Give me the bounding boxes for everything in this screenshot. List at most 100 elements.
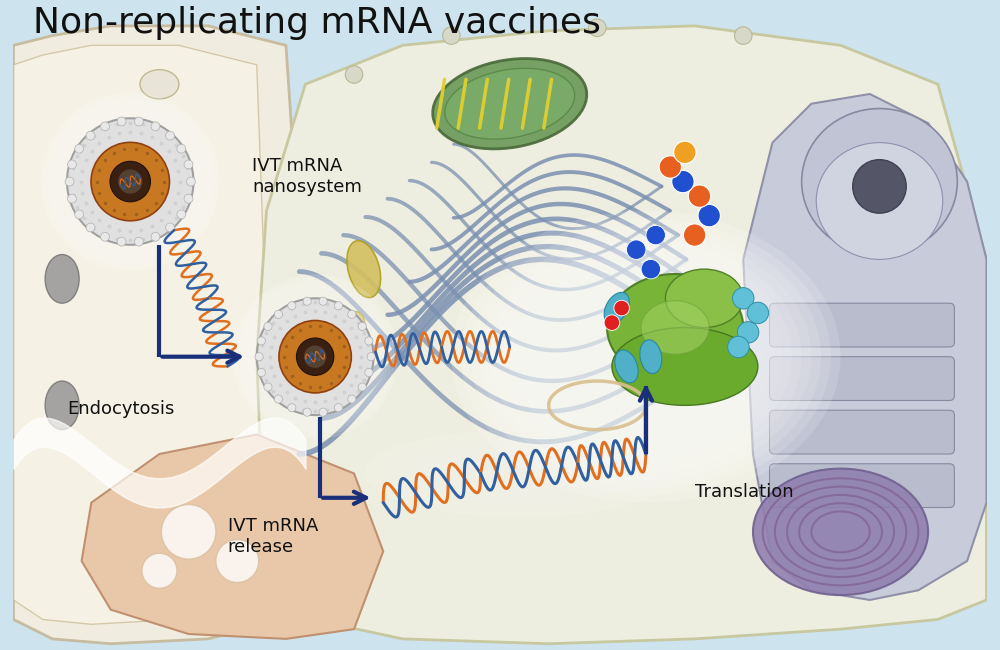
Text: IVT mRNA
nanosystem: IVT mRNA nanosystem xyxy=(252,157,362,196)
Polygon shape xyxy=(13,26,305,644)
Text: IVT mRNA
release: IVT mRNA release xyxy=(228,517,318,556)
Circle shape xyxy=(51,103,209,261)
Circle shape xyxy=(264,383,272,391)
Circle shape xyxy=(288,302,296,310)
Circle shape xyxy=(110,161,150,202)
Circle shape xyxy=(659,156,681,178)
Circle shape xyxy=(86,131,95,140)
Circle shape xyxy=(187,177,195,186)
Circle shape xyxy=(348,310,356,318)
Circle shape xyxy=(274,310,283,318)
Circle shape xyxy=(614,300,629,316)
Circle shape xyxy=(672,170,694,193)
Circle shape xyxy=(75,144,84,153)
Circle shape xyxy=(255,352,263,361)
Ellipse shape xyxy=(641,301,709,354)
Circle shape xyxy=(626,240,646,259)
Polygon shape xyxy=(13,46,266,624)
Text: Translation: Translation xyxy=(695,483,793,501)
Circle shape xyxy=(358,383,366,391)
FancyBboxPatch shape xyxy=(770,463,954,508)
Ellipse shape xyxy=(665,269,743,328)
Circle shape xyxy=(117,117,126,126)
Circle shape xyxy=(345,66,363,83)
Ellipse shape xyxy=(737,322,759,343)
Ellipse shape xyxy=(461,218,831,495)
Circle shape xyxy=(118,170,142,194)
Circle shape xyxy=(365,369,373,376)
Ellipse shape xyxy=(378,435,661,512)
Ellipse shape xyxy=(481,233,811,481)
Ellipse shape xyxy=(607,274,743,381)
Ellipse shape xyxy=(393,439,646,508)
Circle shape xyxy=(646,226,665,245)
Text: Endocytosis: Endocytosis xyxy=(67,400,174,419)
Circle shape xyxy=(177,144,186,153)
Ellipse shape xyxy=(747,302,769,324)
Ellipse shape xyxy=(640,340,662,374)
Circle shape xyxy=(900,494,917,512)
Circle shape xyxy=(233,275,397,439)
Ellipse shape xyxy=(140,70,179,99)
Circle shape xyxy=(68,160,76,169)
Circle shape xyxy=(589,19,606,36)
Circle shape xyxy=(367,352,375,361)
Circle shape xyxy=(151,122,160,131)
FancyBboxPatch shape xyxy=(770,303,954,347)
Ellipse shape xyxy=(728,336,749,358)
Circle shape xyxy=(929,299,947,317)
Ellipse shape xyxy=(451,211,841,502)
Circle shape xyxy=(365,337,373,345)
Circle shape xyxy=(257,298,374,415)
Circle shape xyxy=(348,395,356,403)
Circle shape xyxy=(334,404,342,411)
Ellipse shape xyxy=(364,430,675,517)
FancyBboxPatch shape xyxy=(770,357,954,400)
Circle shape xyxy=(288,404,296,411)
Circle shape xyxy=(161,504,216,559)
Ellipse shape xyxy=(45,255,79,303)
Circle shape xyxy=(303,297,311,306)
Circle shape xyxy=(177,210,186,219)
Ellipse shape xyxy=(733,287,754,309)
Circle shape xyxy=(75,210,84,219)
Ellipse shape xyxy=(347,240,381,298)
Circle shape xyxy=(334,302,342,310)
Ellipse shape xyxy=(45,381,79,430)
Circle shape xyxy=(184,160,193,169)
Circle shape xyxy=(900,153,917,171)
Circle shape xyxy=(242,283,388,430)
Ellipse shape xyxy=(500,247,792,466)
Circle shape xyxy=(735,27,752,44)
Circle shape xyxy=(48,99,212,264)
Ellipse shape xyxy=(433,58,587,149)
Circle shape xyxy=(117,237,126,246)
Ellipse shape xyxy=(333,311,365,363)
Ellipse shape xyxy=(816,142,943,259)
Circle shape xyxy=(216,540,259,582)
Circle shape xyxy=(274,395,283,403)
FancyBboxPatch shape xyxy=(770,410,954,454)
Circle shape xyxy=(65,177,74,186)
Circle shape xyxy=(319,297,327,306)
Circle shape xyxy=(688,185,711,207)
Circle shape xyxy=(134,117,143,126)
Circle shape xyxy=(86,223,95,232)
Circle shape xyxy=(101,232,109,241)
Circle shape xyxy=(641,259,661,279)
Circle shape xyxy=(101,122,109,131)
Circle shape xyxy=(257,369,265,376)
Circle shape xyxy=(683,224,706,246)
Ellipse shape xyxy=(612,328,758,406)
Circle shape xyxy=(166,131,174,140)
Ellipse shape xyxy=(519,262,772,452)
Circle shape xyxy=(134,237,143,246)
Circle shape xyxy=(604,315,620,330)
Polygon shape xyxy=(743,94,987,600)
Circle shape xyxy=(42,93,219,270)
Circle shape xyxy=(151,232,160,241)
Ellipse shape xyxy=(471,226,821,488)
Circle shape xyxy=(68,194,76,203)
Circle shape xyxy=(91,142,169,221)
Ellipse shape xyxy=(853,160,906,213)
